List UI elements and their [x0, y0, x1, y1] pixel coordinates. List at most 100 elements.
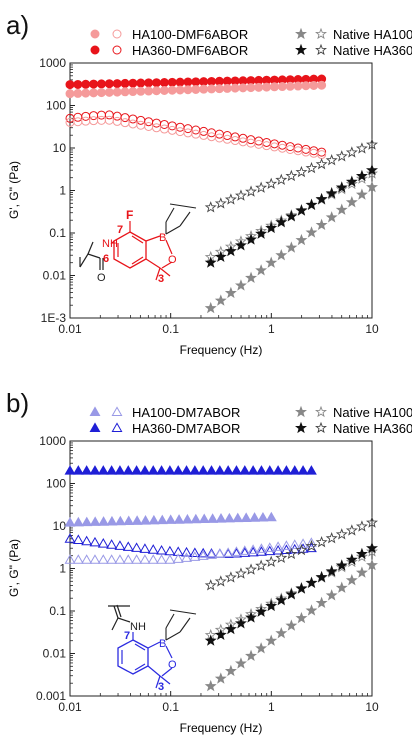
data-point — [247, 544, 259, 554]
data-point — [97, 554, 109, 564]
data-point — [104, 79, 114, 89]
data-point — [234, 567, 247, 579]
data-point — [89, 88, 99, 98]
data-point — [147, 544, 159, 554]
data-point — [181, 465, 192, 475]
data-point — [355, 142, 368, 154]
legend-marker-open-star-icon — [315, 27, 327, 40]
data-point — [264, 542, 276, 552]
data-point — [151, 123, 161, 133]
data-point — [89, 79, 99, 89]
data-point — [295, 543, 308, 556]
data-point — [275, 551, 288, 564]
legend-marker — [295, 421, 307, 434]
data-point — [81, 116, 91, 126]
data-point — [97, 538, 109, 548]
data-point — [355, 566, 368, 578]
data-point — [147, 465, 159, 475]
data-point — [140, 515, 151, 525]
data-point — [89, 536, 101, 547]
legend-marker-open-triangle-icon — [111, 422, 123, 432]
data-point — [151, 78, 161, 88]
data-point — [285, 169, 298, 182]
legend: HA100-DMF6ABOR Native HA100 HA360-DMF6AB… — [90, 27, 412, 58]
data-point — [255, 546, 267, 556]
data-point — [335, 181, 348, 193]
data-point — [275, 215, 288, 228]
data-point — [144, 78, 154, 88]
data-point — [249, 512, 261, 522]
x-axis-label: Frequency (Hz) — [180, 721, 263, 735]
plot-frame — [69, 440, 373, 697]
data-point — [265, 511, 277, 522]
data-point — [231, 546, 242, 556]
data-point — [355, 520, 368, 532]
data-point — [255, 264, 268, 276]
data-point — [159, 78, 169, 88]
data-point — [295, 582, 308, 594]
data-point — [305, 161, 318, 174]
y-tick-label: 1 — [59, 184, 66, 198]
data-point — [197, 547, 209, 558]
data-point — [255, 227, 268, 239]
data-point — [214, 84, 224, 94]
data-point — [247, 546, 259, 557]
data-point — [224, 664, 237, 677]
data-point — [183, 77, 193, 87]
data-point — [254, 82, 264, 92]
data-point — [181, 546, 192, 557]
data-point — [238, 83, 248, 93]
data-point — [255, 181, 268, 193]
data-point — [315, 570, 328, 583]
data-point — [280, 540, 292, 550]
data-point — [231, 465, 242, 475]
structure-position: 3 — [158, 681, 164, 693]
data-point — [81, 79, 91, 89]
data-point — [81, 111, 91, 121]
y-tick-label: 0.1 — [49, 226, 66, 240]
data-point — [366, 163, 378, 176]
y-tick-label: 1000 — [39, 434, 66, 448]
data-point — [164, 554, 176, 564]
data-point — [199, 84, 209, 94]
y-axis-label: G', G" (Pa) — [7, 161, 21, 219]
data-point — [239, 465, 251, 475]
data-point — [204, 256, 217, 268]
data-point — [335, 581, 348, 593]
data-point — [245, 563, 258, 575]
data-point — [317, 80, 327, 90]
legend-label: Native HA100 — [333, 405, 412, 420]
data-point — [325, 589, 338, 601]
y-tick-label: 10 — [53, 519, 67, 533]
data-point — [198, 513, 210, 524]
data-point — [72, 554, 84, 564]
legend-marker — [315, 27, 327, 40]
data-point — [207, 76, 217, 86]
data-point — [89, 465, 101, 475]
data-point — [172, 465, 184, 475]
plot-frame — [69, 62, 373, 319]
data-point — [122, 541, 134, 551]
legend-label: HA100-DMF6ABOR — [132, 27, 248, 42]
y-tick-label: 1 — [59, 562, 66, 576]
y-axis-label: G', G" (Pa) — [7, 539, 21, 597]
data-point — [89, 116, 99, 126]
legend-marker-fill-star-icon — [295, 43, 307, 56]
data-point — [366, 516, 378, 528]
data-point — [81, 554, 93, 564]
legend-marker — [295, 27, 307, 40]
legend-label: Native HA100 — [333, 27, 412, 42]
data-point — [214, 197, 227, 209]
data-point — [175, 85, 185, 95]
data-point — [355, 172, 368, 184]
data-point — [366, 541, 378, 554]
y-tick-label: 1E-3 — [41, 311, 67, 325]
structure-position: 7 — [117, 224, 123, 236]
x-axis-label: Frequency (Hz) — [180, 343, 263, 357]
data-point — [144, 122, 154, 132]
legend-marker — [112, 29, 122, 39]
data-point — [189, 551, 201, 561]
data-point — [81, 465, 93, 475]
data-point — [73, 88, 83, 98]
legend-marker-open-star-icon — [315, 405, 327, 418]
